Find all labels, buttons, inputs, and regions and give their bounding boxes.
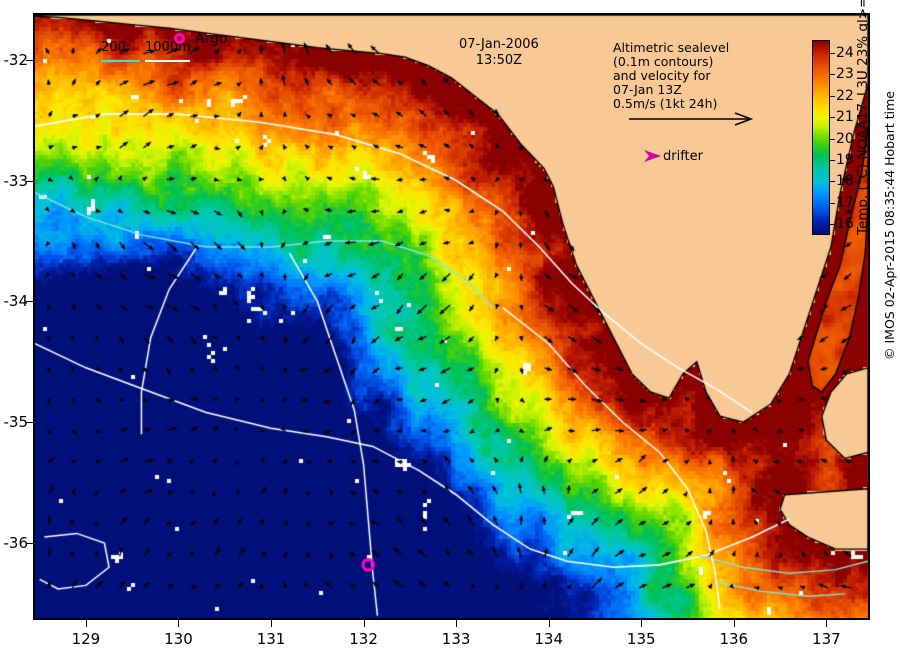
y-tick (26, 422, 33, 424)
y-tick-label: -33 (3, 171, 29, 190)
colorbar-tick-label: 24 (836, 44, 854, 61)
y-tick-label: -34 (3, 292, 29, 311)
colorbar-tick-label: 21 (836, 109, 854, 126)
x-tick (733, 620, 735, 627)
colorbar-tick (830, 224, 835, 226)
depth-200-contour-swatch (101, 60, 140, 62)
colorbar-tick (830, 117, 835, 119)
temperature-colorbar (812, 40, 830, 235)
colorbar-tick (830, 52, 835, 54)
y-tick-label: -32 (3, 50, 29, 69)
depth-1000-label: 1000m (145, 40, 191, 55)
colorbar-tick-label: 18 (836, 173, 854, 190)
depth-200-label: 200 (101, 40, 126, 55)
colorbar-tick-label: 19 (836, 152, 854, 168)
x-tick (826, 620, 828, 627)
x-tick (456, 620, 458, 627)
drifter-legend-label: drifter (663, 149, 703, 164)
y-tick (26, 59, 33, 61)
colorbar-tick (830, 74, 835, 76)
x-tick-label: 131 (256, 630, 286, 648)
x-tick-label: 135 (626, 630, 656, 648)
colorbar-tick-label: 23 (836, 66, 854, 83)
x-tick-label: 137 (812, 630, 841, 648)
date-time-stamp: 07-Jan-2006 13:50Z (459, 37, 539, 68)
y-tick (26, 301, 33, 303)
x-tick-label: 134 (534, 630, 563, 648)
x-tick (641, 620, 643, 627)
colorbar-tick-label: 16 (836, 216, 854, 233)
colorbar-tick (830, 202, 835, 204)
copyright-credit: © IMOS 02-Apr-2015 08:35:44 Hobart time (882, 91, 897, 360)
colorbar-tick (830, 95, 835, 97)
drifter-arrow-icon (644, 150, 661, 162)
argo-marker-icon (174, 33, 185, 44)
x-tick-label: 136 (719, 630, 749, 648)
x-tick-label: 132 (349, 630, 378, 648)
x-tick (548, 620, 550, 627)
colorbar-tick (830, 181, 835, 183)
colorbar-tick (830, 160, 835, 161)
colorbar-tick-label: 20 (836, 130, 854, 147)
velocity-scale-arrow-icon (629, 112, 754, 126)
altimetry-annotation: Altimetric sealevel (0.1m contours) and … (613, 40, 730, 111)
x-tick (271, 620, 273, 627)
colorbar-tick-label: 17 (836, 194, 854, 211)
colorbar-tick-label: 22 (836, 87, 854, 104)
x-tick (85, 620, 87, 627)
argo-legend-label: Argo (195, 31, 228, 47)
y-tick (26, 543, 33, 545)
sst-heatmap-canvas (35, 15, 868, 618)
depth-1000-contour-swatch (145, 60, 190, 62)
map-plot-area[interactable]: 200 1000m Argo 07-Jan-2006 13:50Z Altime… (33, 13, 870, 620)
x-tick (363, 620, 365, 627)
colorbar-tick (830, 138, 835, 140)
y-tick-label: -36 (3, 534, 29, 553)
x-tick (178, 620, 180, 627)
x-tick-label: 130 (164, 630, 193, 648)
y-tick-label: -35 (3, 413, 29, 432)
x-tick-label: 129 (71, 630, 101, 648)
x-tick-label: 133 (441, 630, 471, 648)
y-tick (26, 180, 33, 182)
